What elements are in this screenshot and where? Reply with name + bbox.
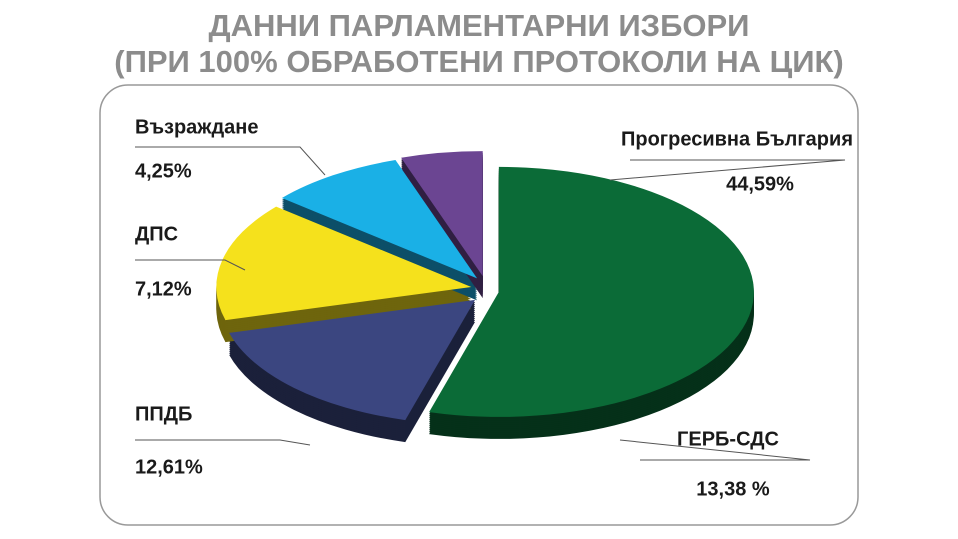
slice	[229, 299, 476, 421]
slice	[216, 206, 472, 321]
slice	[429, 166, 754, 417]
chart-title: ДАННИ ПАРЛАМЕНТАРНИ ИЗБОРИ	[209, 8, 750, 43]
leader-line	[135, 259, 246, 271]
legend-label: Прогресивна България	[621, 128, 853, 150]
slice	[281, 160, 478, 279]
leader-line	[135, 439, 311, 446]
data-label: 44,59%	[726, 173, 794, 195]
chart-subtitle: (ПРИ 100% ОБРАБОТЕНИ ПРОТОКОЛИ НА ЦИК)	[114, 44, 844, 79]
legend-label: ДПС	[135, 223, 178, 245]
data-label: 7,12%	[135, 278, 192, 300]
legend-label: ГЕРБ-СДС	[677, 428, 779, 450]
leader-line	[619, 439, 811, 461]
data-label: 13,38 %	[696, 478, 770, 500]
legend-label: ППДБ	[135, 403, 192, 425]
data-label: 12,61%	[135, 456, 203, 478]
slice	[401, 151, 483, 277]
legend-label: Възраждане	[135, 116, 259, 138]
data-label: 4,25%	[135, 160, 192, 182]
leader-line	[609, 159, 846, 181]
leader-line	[135, 146, 326, 176]
